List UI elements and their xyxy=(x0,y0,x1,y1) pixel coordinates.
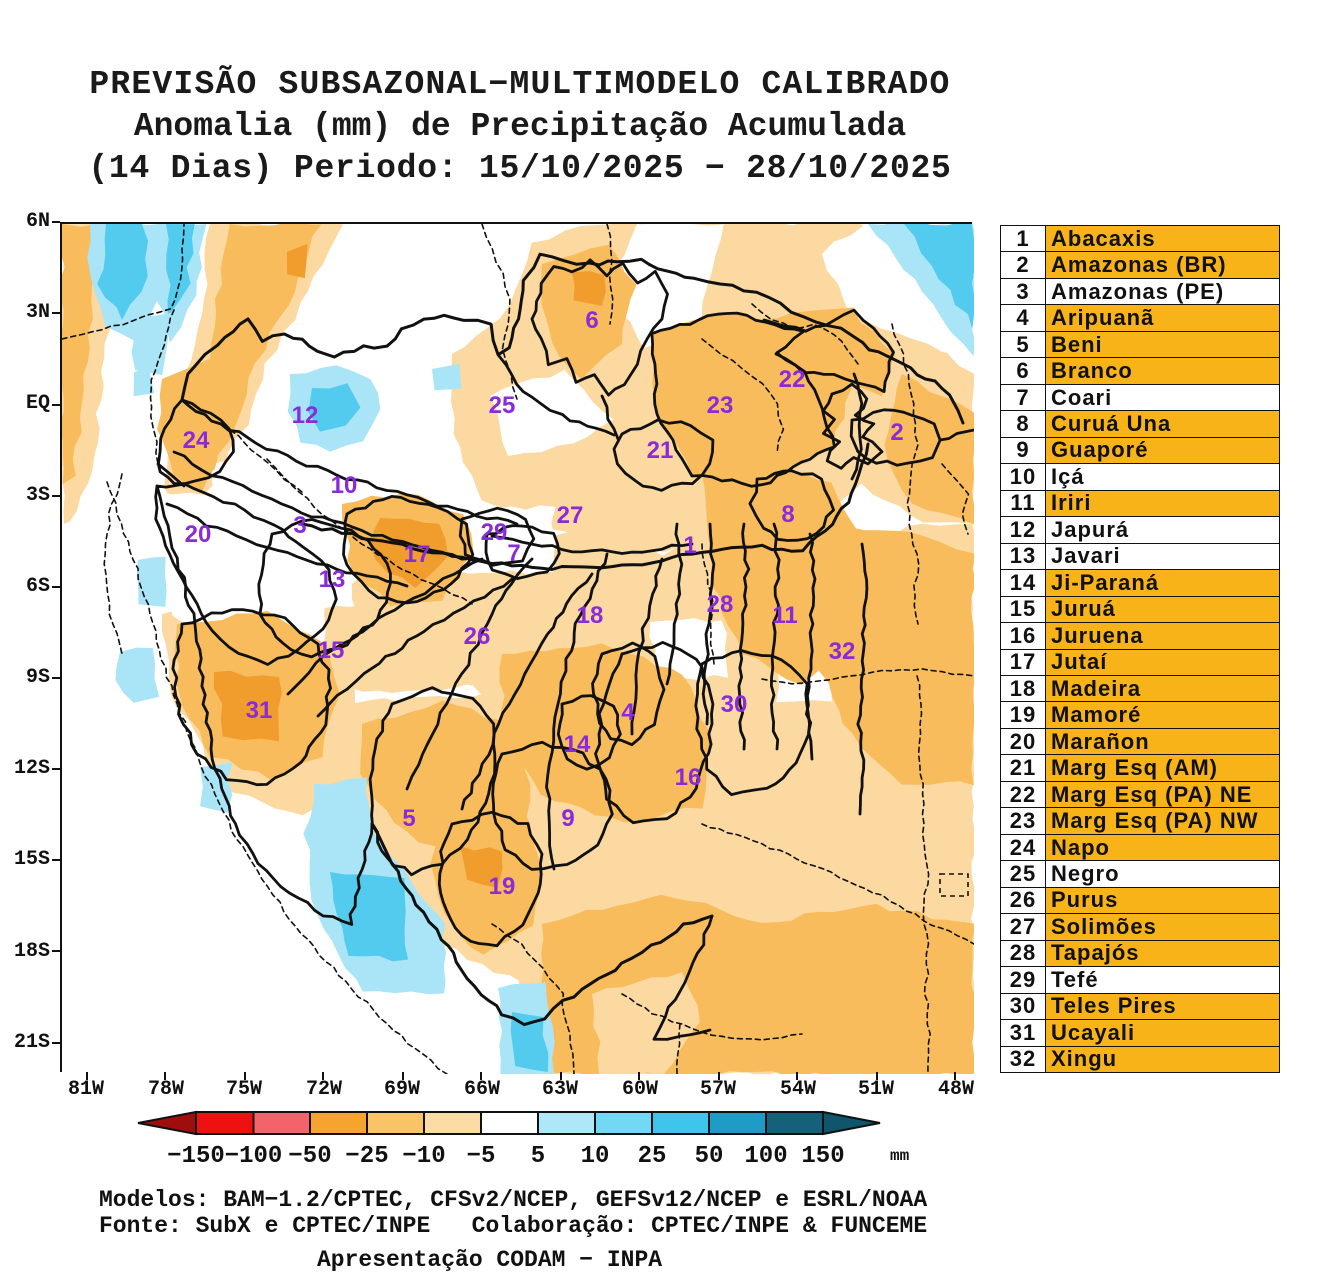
svg-text:27: 27 xyxy=(557,502,584,529)
svg-text:16: 16 xyxy=(675,764,702,791)
svg-text:−50: −50 xyxy=(288,1143,331,1170)
svg-text:28: 28 xyxy=(707,591,734,618)
svg-text:12: 12 xyxy=(292,402,319,429)
svg-text:9: 9 xyxy=(561,805,574,832)
svg-text:mm: mm xyxy=(890,1147,910,1165)
svg-text:21: 21 xyxy=(647,437,674,464)
svg-text:20: 20 xyxy=(185,521,212,548)
svg-text:32: 32 xyxy=(829,638,856,665)
svg-text:7: 7 xyxy=(507,540,520,567)
svg-text:14: 14 xyxy=(564,731,591,758)
svg-text:25: 25 xyxy=(489,392,516,419)
svg-text:3: 3 xyxy=(293,512,306,539)
svg-text:25: 25 xyxy=(638,1143,667,1170)
svg-text:50: 50 xyxy=(695,1143,724,1170)
svg-text:15: 15 xyxy=(318,637,345,664)
svg-text:−25: −25 xyxy=(345,1143,388,1170)
svg-text:10: 10 xyxy=(581,1143,610,1170)
svg-text:−5: −5 xyxy=(467,1143,496,1170)
svg-text:17: 17 xyxy=(404,541,431,568)
svg-text:2: 2 xyxy=(890,419,903,446)
svg-text:26: 26 xyxy=(464,623,491,650)
svg-text:30: 30 xyxy=(721,691,748,718)
svg-text:4: 4 xyxy=(621,699,635,726)
svg-text:13: 13 xyxy=(319,566,346,593)
svg-text:100: 100 xyxy=(744,1143,787,1170)
svg-text:150: 150 xyxy=(801,1143,844,1170)
svg-text:19: 19 xyxy=(489,873,516,900)
svg-text:29: 29 xyxy=(481,519,508,546)
svg-text:−150: −150 xyxy=(167,1143,225,1170)
svg-text:31: 31 xyxy=(246,697,273,724)
svg-text:22: 22 xyxy=(779,366,806,393)
svg-text:24: 24 xyxy=(183,427,210,454)
svg-text:23: 23 xyxy=(707,392,734,419)
svg-text:10: 10 xyxy=(331,472,358,499)
svg-text:6: 6 xyxy=(585,307,598,334)
svg-text:11: 11 xyxy=(772,602,797,629)
svg-text:−10: −10 xyxy=(402,1143,445,1170)
svg-text:5: 5 xyxy=(402,805,415,832)
svg-text:5: 5 xyxy=(531,1143,545,1170)
svg-text:1: 1 xyxy=(683,532,696,559)
svg-text:−100: −100 xyxy=(225,1143,283,1170)
svg-text:8: 8 xyxy=(781,501,794,528)
svg-text:18: 18 xyxy=(577,602,604,629)
